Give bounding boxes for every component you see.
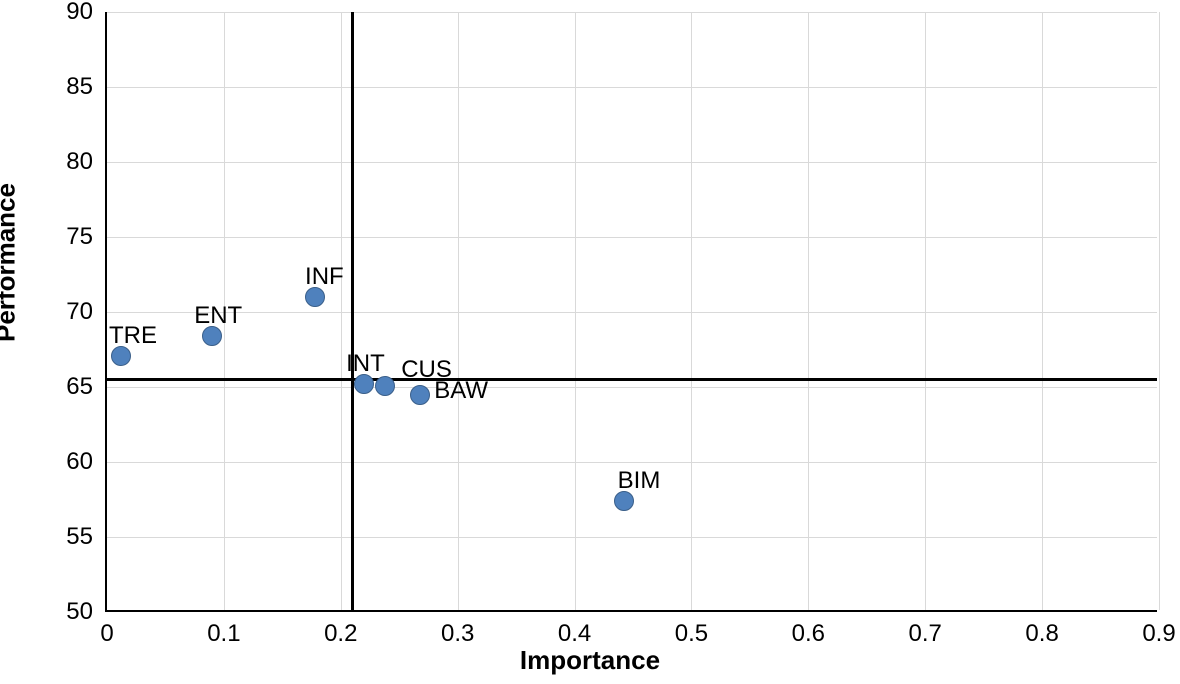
data-point (375, 376, 395, 396)
data-point-label: BIM (618, 467, 661, 495)
x-tick-label: 0.6 (792, 620, 825, 648)
x-axis-title: Importance (520, 645, 660, 676)
x-tick-label: 0 (100, 620, 113, 648)
y-axis-title: Performance (0, 183, 22, 342)
x-tick-label: 0.2 (324, 620, 357, 648)
gridline-h (107, 162, 1157, 163)
x-tick-label: 0.5 (675, 620, 708, 648)
gridline-v (1159, 12, 1160, 610)
y-tick-label: 65 (66, 373, 93, 401)
y-tick-label: 80 (66, 148, 93, 176)
data-point-label: ENT (194, 302, 242, 330)
x-tick-label: 0.9 (1142, 620, 1175, 648)
data-point (410, 385, 430, 405)
x-tick-label: 0.8 (1025, 620, 1058, 648)
gridline-v (925, 12, 926, 610)
scatter-chart: Performance Importance 00.10.20.30.40.50… (0, 0, 1180, 684)
plot-area: 00.10.20.30.40.50.60.70.80.9505560657075… (105, 12, 1157, 612)
gridline-h (107, 312, 1157, 313)
x-tick-label: 0.3 (441, 620, 474, 648)
y-tick-label: 70 (66, 298, 93, 326)
x-tick-label: 0.4 (558, 620, 591, 648)
y-tick-label: 60 (66, 448, 93, 476)
y-tick-label: 55 (66, 523, 93, 551)
gridline-h (107, 87, 1157, 88)
gridline-h (107, 537, 1157, 538)
gridline-h (107, 387, 1157, 388)
reference-line-horizontal (107, 378, 1157, 381)
y-tick-label: 85 (66, 73, 93, 101)
y-tick-label: 50 (66, 598, 93, 626)
data-point-label: INF (305, 263, 344, 291)
data-point-label: BAW (434, 377, 488, 405)
gridline-v (575, 12, 576, 610)
gridline-v (458, 12, 459, 610)
gridline-h (107, 237, 1157, 238)
data-point-label: INT (346, 350, 385, 378)
gridline-h (107, 462, 1157, 463)
reference-line-vertical (351, 12, 354, 610)
x-tick-label: 0.7 (909, 620, 942, 648)
gridline-v (341, 12, 342, 610)
y-tick-label: 75 (66, 223, 93, 251)
gridline-v (1042, 12, 1043, 610)
y-tick-label: 90 (66, 0, 93, 26)
gridline-v (691, 12, 692, 610)
x-tick-label: 0.1 (207, 620, 240, 648)
gridline-v (808, 12, 809, 610)
data-point-label: TRE (109, 322, 157, 350)
gridline-h (107, 12, 1157, 13)
